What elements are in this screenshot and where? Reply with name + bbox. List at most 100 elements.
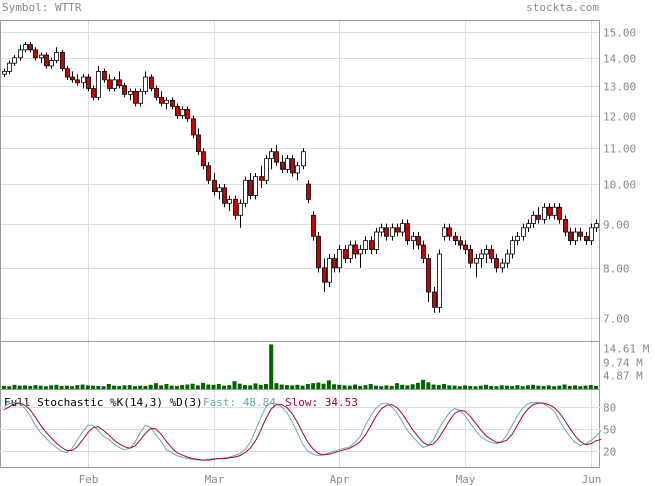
volume-bar: [588, 385, 593, 389]
volume-bar: [431, 384, 436, 389]
candle-body: [411, 235, 416, 242]
candle: [594, 219, 599, 233]
candle: [573, 227, 578, 246]
candle-body: [164, 99, 169, 104]
symbol-label: Symbol: WTTR: [2, 1, 82, 14]
volume-bar: [463, 385, 468, 389]
candle-body: [81, 76, 86, 84]
volume-bar: [28, 385, 33, 389]
volume-bar: [379, 386, 384, 389]
volume-bar: [368, 383, 373, 389]
volume-bar: [504, 385, 509, 389]
candle-body: [484, 249, 489, 255]
candle: [175, 103, 180, 119]
volume-bar: [132, 386, 137, 389]
volume-bar: [447, 385, 452, 389]
volume-bar: [174, 385, 179, 389]
volume-bar: [410, 384, 415, 389]
price-candles: [2, 42, 599, 313]
volume-bar: [253, 383, 258, 389]
candle-body: [86, 76, 91, 89]
candle-body: [363, 240, 368, 250]
candle: [206, 162, 211, 185]
candle: [500, 258, 505, 273]
candle-body: [196, 134, 201, 153]
candle-body: [285, 158, 290, 170]
volume-bar: [468, 385, 473, 389]
candle: [133, 88, 138, 107]
candle-body: [264, 158, 269, 181]
candle: [453, 232, 458, 246]
candle: [405, 219, 410, 246]
candle: [374, 227, 379, 254]
volume-bar: [284, 385, 289, 389]
candle: [348, 240, 353, 264]
volume-bar: [12, 384, 17, 389]
candle: [295, 162, 300, 181]
candle: [426, 253, 431, 303]
candle-body: [327, 258, 332, 283]
x-tick-label: Mar: [205, 473, 225, 486]
candle-body: [290, 158, 295, 174]
candle: [96, 65, 101, 101]
candle: [442, 223, 447, 241]
volume-bar: [43, 386, 48, 389]
candle-body: [536, 214, 541, 220]
candle: [395, 223, 400, 237]
volume-bar: [321, 383, 326, 389]
candle: [390, 223, 395, 241]
volume-bar: [290, 385, 295, 389]
volume-bar: [127, 385, 132, 389]
volume-bar: [483, 384, 488, 389]
candle: [54, 47, 59, 64]
volume-bar: [347, 385, 352, 389]
volume-tick-label: 14.61 M: [603, 343, 650, 356]
volume-bar: [122, 385, 127, 389]
candle-body: [295, 165, 300, 174]
candle-body: [96, 71, 101, 98]
stochastic-slow-label: Slow: 34.53: [285, 396, 358, 409]
volume-bar: [38, 385, 43, 389]
candle: [463, 240, 468, 254]
volume-bar: [520, 386, 525, 389]
candle: [536, 207, 541, 224]
candle-body: [463, 244, 468, 250]
candle-body: [259, 176, 264, 181]
candle-body: [526, 223, 531, 229]
candle: [421, 240, 426, 264]
price-tick-label: 11.00: [603, 143, 636, 156]
candle: [49, 57, 54, 69]
candle-body: [374, 231, 379, 250]
candle: [86, 74, 91, 92]
candle-body: [421, 244, 426, 259]
candle-body: [301, 151, 306, 167]
volume-bar: [552, 386, 557, 389]
candle-body: [191, 118, 196, 136]
volume-bar: [180, 385, 185, 389]
candle: [547, 203, 552, 220]
candle: [154, 85, 159, 101]
candle-body: [384, 227, 389, 237]
candle: [91, 85, 96, 101]
candle: [81, 74, 86, 89]
candle-body: [589, 227, 594, 242]
candle: [191, 115, 196, 139]
candle-body: [426, 258, 431, 293]
volume-bar: [227, 385, 232, 389]
candle: [332, 253, 337, 273]
volume-bar: [510, 385, 515, 389]
volume-bar: [2, 385, 6, 389]
slow-line: [3, 402, 602, 461]
candle: [343, 245, 348, 264]
candle-body: [458, 240, 463, 246]
candle: [65, 65, 70, 80]
candle-body: [542, 206, 547, 220]
volume-bar: [70, 386, 75, 389]
volume-bar: [216, 383, 221, 389]
candle-body: [128, 91, 133, 95]
candle: [201, 148, 206, 170]
candle-body: [453, 235, 458, 242]
volume-bars: [2, 344, 598, 389]
volume-bar: [384, 385, 389, 389]
candle-body: [358, 249, 363, 255]
